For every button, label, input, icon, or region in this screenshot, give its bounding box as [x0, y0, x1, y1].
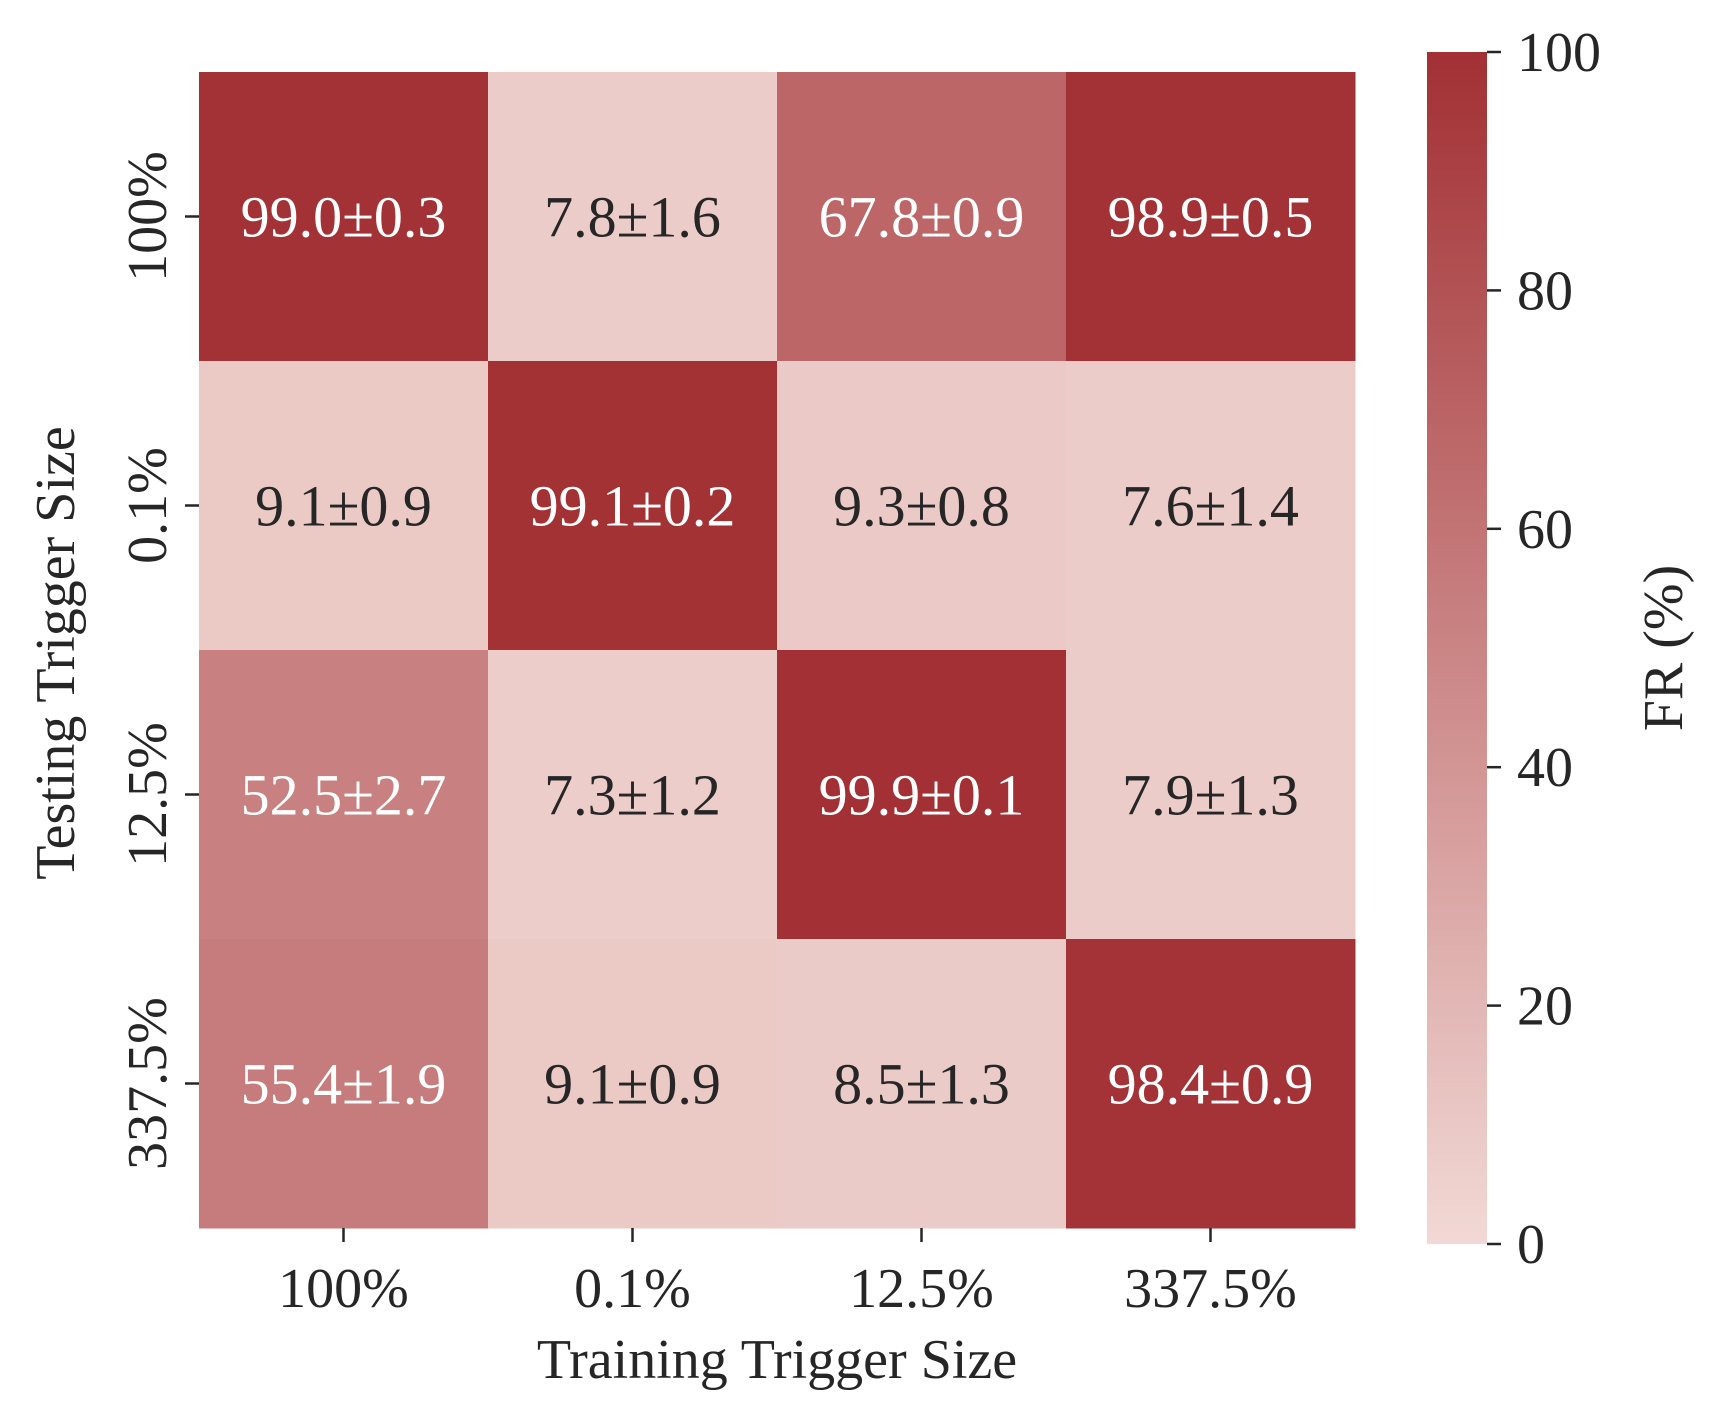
- x-tick-label: 100%: [278, 1258, 409, 1320]
- heatmap-cell: [488, 939, 778, 1229]
- cell-value-label: 55.4±1.9: [241, 1052, 447, 1117]
- cell-value-label: 7.9±1.3: [1122, 763, 1299, 828]
- y-tick-label: 100%: [117, 151, 179, 282]
- heatmap-cell: [1066, 939, 1356, 1229]
- colorbar: [1427, 52, 1487, 1244]
- heatmap-cell: [488, 72, 778, 362]
- heatmap-cell: [777, 650, 1067, 940]
- heatmap-cell: [488, 361, 778, 651]
- cell-value-label: 99.1±0.2: [530, 474, 736, 539]
- y-tick-label: 337.5%: [117, 997, 179, 1170]
- heatmap-cell: [1066, 650, 1356, 940]
- x-axis-title: Training Trigger Size: [537, 1329, 1017, 1391]
- heatmap-cell: [199, 361, 489, 651]
- colorbar-tick-label: 40: [1517, 737, 1573, 799]
- cell-value-label: 99.9±0.1: [819, 763, 1025, 828]
- y-axis: 100% 0.1% 12.5% 337.5%: [117, 151, 199, 1170]
- cell-value-label: 8.5±1.3: [833, 1052, 1010, 1117]
- heatmap-cell: [1066, 361, 1356, 651]
- colorbar-tick-label: 0: [1517, 1214, 1545, 1276]
- y-axis-title: Testing Trigger Size: [25, 426, 87, 879]
- heatmap-cell: [199, 650, 489, 940]
- cell-value-label: 7.8±1.6: [544, 185, 721, 250]
- cell-value-label: 52.5±2.7: [241, 763, 447, 828]
- cell-value-label: 7.6±1.4: [1122, 474, 1299, 539]
- cell-value-label: 9.3±0.8: [833, 474, 1010, 539]
- cell-value-label: 9.1±0.9: [544, 1052, 721, 1117]
- colorbar-tick-label: 20: [1517, 976, 1573, 1038]
- x-tick-label: 0.1%: [574, 1258, 691, 1320]
- colorbar-tick-label: 60: [1517, 499, 1573, 561]
- cell-value-label: 98.4±0.9: [1108, 1052, 1314, 1117]
- x-axis: 100% 0.1% 12.5% 337.5%: [278, 1228, 1297, 1320]
- cell-value-label: 99.0±0.3: [241, 185, 447, 250]
- colorbar-title: FR (%): [1633, 565, 1695, 731]
- colorbar-tick-label: 80: [1517, 260, 1573, 322]
- heatmap-cell: [199, 72, 489, 362]
- heatmap-cell: [1066, 72, 1356, 362]
- cell-value-label: 7.3±1.2: [544, 763, 721, 828]
- colorbar-ticks: 0 20 40 60 80 100: [1487, 22, 1601, 1276]
- x-tick-label: 337.5%: [1124, 1258, 1297, 1320]
- heatmap-cell-labels: 99.0±0.3 7.8±1.6 67.8±0.9 98.9±0.5 9.1±0.9 99…: [241, 185, 1314, 1117]
- y-tick-label: 12.5%: [117, 722, 179, 867]
- heatmap-cell: [777, 361, 1067, 651]
- heatmap-cell: [777, 72, 1067, 362]
- colorbar-tick-label: 100: [1517, 22, 1601, 84]
- heatmap-cell: [199, 939, 489, 1229]
- heatmap-cell: [777, 939, 1067, 1229]
- x-tick-label: 12.5%: [849, 1258, 994, 1320]
- cell-value-label: 9.1±0.9: [255, 474, 432, 539]
- y-tick-label: 0.1%: [117, 447, 179, 564]
- cell-value-label: 67.8±0.9: [819, 185, 1025, 250]
- cell-value-label: 98.9±0.5: [1108, 185, 1314, 250]
- heatmap-cells: [199, 72, 1356, 1229]
- heatmap-cell: [488, 650, 778, 940]
